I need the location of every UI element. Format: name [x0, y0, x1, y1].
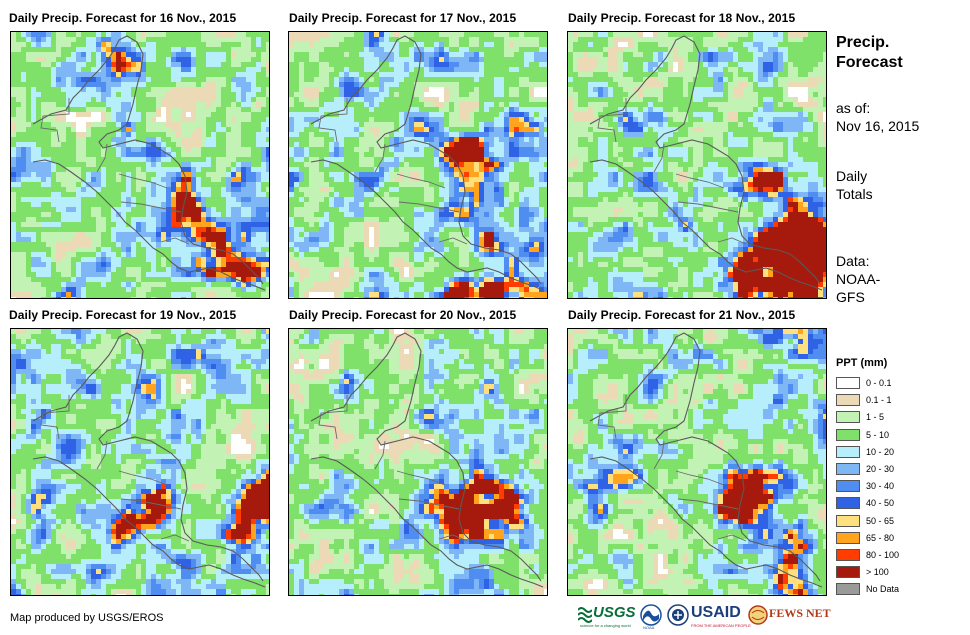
precip-map-19-nov	[10, 328, 270, 596]
noaa-wordmark: NOAA	[643, 625, 655, 630]
totals-label: Totals	[836, 186, 873, 202]
country-borders	[40, 98, 190, 245]
usgs-logo: USGS science for a changing world	[578, 603, 662, 629]
legend-label: > 100	[866, 567, 889, 578]
fews-net-wordmark: FEWS NET	[769, 606, 831, 620]
legend-label: 30 - 40	[866, 481, 895, 492]
panel-title-6: Daily Precip. Forecast for 21 Nov., 2015	[568, 308, 796, 322]
legend-swatch	[836, 428, 860, 441]
precip-map-17-nov	[288, 31, 548, 299]
panel-title-4: Daily Precip. Forecast for 19 Nov., 2015	[9, 308, 237, 322]
usgs-wordmark: USGS	[593, 604, 636, 621]
data-source-line2: NOAA-	[836, 271, 881, 287]
daily-totals-label: Daily Totals	[836, 167, 873, 203]
forecast-title: Precip. Forecast	[836, 33, 903, 73]
country-borders	[40, 395, 190, 542]
legend-swatch	[836, 411, 860, 424]
legend-label: 65 - 80	[866, 532, 895, 543]
precip-map-20-nov	[288, 328, 548, 596]
precip-map-18-nov	[567, 31, 827, 299]
precip-map-16-nov	[10, 31, 270, 299]
legend-label: 0.1 - 1	[866, 395, 892, 406]
as-of-value: Nov 16, 2015	[836, 118, 920, 134]
data-source-line3: GFS	[836, 289, 865, 305]
country-borders	[597, 98, 747, 245]
usaid-seal-icon	[667, 604, 689, 626]
panel-title-5: Daily Precip. Forecast for 20 Nov., 2015	[289, 308, 517, 322]
data-source-label: Data:	[836, 253, 870, 269]
coastline	[589, 35, 823, 291]
legend-swatch	[836, 394, 860, 407]
legend-swatch	[836, 549, 860, 561]
coastline	[589, 332, 823, 588]
daily-label: Daily	[836, 168, 868, 184]
legend-swatch	[836, 497, 860, 510]
legend-swatch	[836, 583, 860, 596]
forecast-title-line2: Forecast	[836, 54, 903, 71]
legend-swatch	[836, 377, 860, 389]
country-borders	[318, 98, 468, 245]
country-borders	[597, 395, 747, 542]
legend-swatch	[836, 445, 860, 458]
precip-map-21-nov	[567, 328, 827, 596]
legend-label: 80 - 100	[866, 550, 900, 560]
usaid-wordmark: USAID	[691, 604, 741, 621]
noaa-icon	[640, 604, 662, 626]
legend-label: No Data	[866, 584, 900, 595]
data-source: Data: NOAA- GFS	[836, 252, 880, 306]
fews-net-globe-icon	[748, 605, 768, 625]
panel-title-2: Daily Precip. Forecast for 17 Nov., 2015	[289, 11, 517, 25]
coastline	[32, 35, 266, 291]
legend-swatch	[836, 566, 860, 579]
legend-swatch	[836, 463, 860, 475]
as-of-date: as of: Nov 16, 2015	[836, 99, 919, 135]
legend-label: 5 - 10	[866, 429, 890, 440]
usgs-wave-icon	[578, 607, 592, 623]
legend-label: 0 - 0.1	[866, 378, 892, 388]
legend-swatch	[836, 531, 860, 544]
legend-label: 40 - 50	[866, 498, 895, 509]
legend-label: 1 - 5	[866, 412, 885, 423]
map-credit: Map produced by USGS/EROS	[10, 612, 164, 624]
legend-label: 50 - 65	[866, 515, 895, 526]
noaa-logo: NOAA	[640, 603, 662, 630]
usaid-tagline: FROM THE AMERICAN PEOPLE	[691, 623, 751, 628]
legend-swatch	[836, 480, 860, 493]
coastline	[32, 332, 266, 588]
legend-swatch	[836, 514, 860, 527]
legend-title: PPT (mm)	[836, 357, 888, 369]
panel-title-3: Daily Precip. Forecast for 18 Nov., 2015	[568, 11, 796, 25]
as-of-label: as of:	[836, 100, 871, 116]
legend-label: 20 - 30	[866, 464, 895, 474]
legend-label: 10 - 20	[866, 446, 895, 457]
forecast-title-line1: Precip.	[836, 34, 890, 51]
coastline	[310, 332, 544, 588]
fews-net-logo: FEWS NET	[748, 603, 831, 629]
usgs-tagline: science for a changing world	[580, 623, 631, 628]
coastline	[310, 35, 544, 291]
usaid-logo: USAID FROM THE AMERICAN PEOPLE	[667, 603, 751, 629]
panel-title-1: Daily Precip. Forecast for 16 Nov., 2015	[9, 11, 237, 25]
country-borders	[318, 395, 468, 542]
